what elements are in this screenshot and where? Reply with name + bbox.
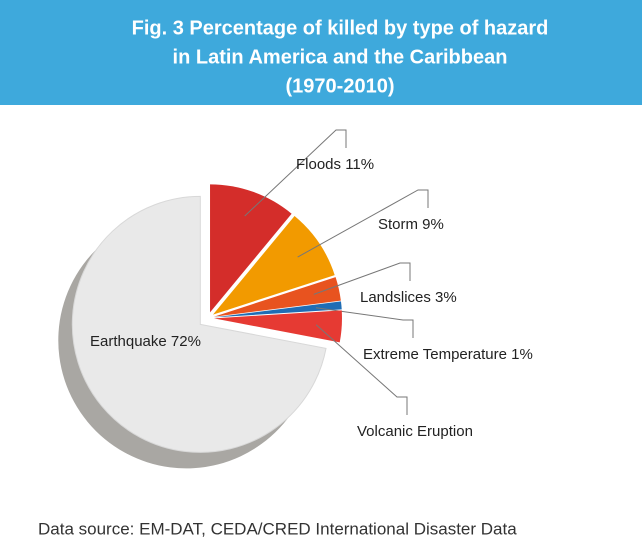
leader-line — [297, 189, 429, 258]
pie-slice — [71, 195, 327, 453]
header-band — [0, 0, 642, 105]
chart-title: in Latin America and the Caribbean — [173, 46, 508, 68]
chart-title: (1970-2010) — [286, 75, 395, 97]
pie-slice — [213, 277, 341, 317]
leader-line — [313, 262, 411, 295]
slice-label: Storm 9% — [378, 216, 444, 233]
pie-slice — [213, 310, 342, 343]
pie-slice — [212, 216, 335, 315]
slice-label: Earthquake 72% — [90, 333, 201, 350]
leader-line — [244, 129, 347, 217]
source-note: Data source: EM-DAT, CEDA/CRED Internati… — [38, 519, 517, 538]
leader-line — [315, 307, 414, 338]
pie-slice — [210, 184, 292, 313]
slice-label: Extreme Temperature 1% — [363, 346, 533, 363]
slice-label: Floods 11% — [296, 156, 374, 173]
slice-label: Volcanic Eruption — [357, 423, 473, 440]
chart-title: Fig. 3 Percentage of killed by type of h… — [132, 17, 549, 39]
pie-slice — [213, 301, 342, 318]
leader-line — [315, 324, 408, 415]
slice-label: Landslices 3% — [360, 289, 457, 306]
